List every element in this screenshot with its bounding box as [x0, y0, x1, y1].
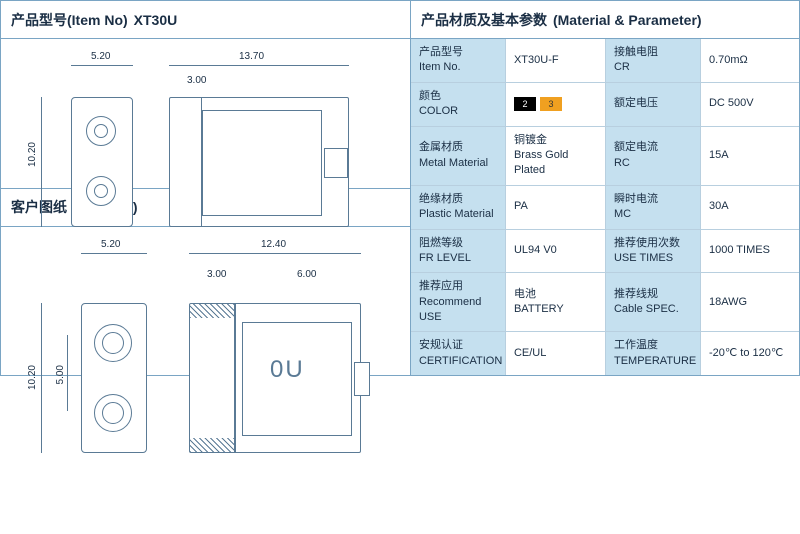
datasheet-container: 产品型号(Item No) XT30U 5.20 13.70 3.00 10.2… [0, 0, 800, 376]
param-label: 额定电流RC [606, 127, 701, 185]
material-header: 产品材质及基本参数 (Material & Parameter) [411, 1, 799, 39]
front-view-2 [81, 303, 147, 453]
param-row: 绝缘材质Plastic MaterialPA瞬时电流MC30A [411, 186, 799, 230]
dim-d2-v2: 5.00 [55, 365, 66, 384]
dim-d1-2: 13.70 [239, 51, 264, 62]
param-label: 金属材质Metal Material [411, 127, 506, 185]
material-header-en: (Material & Parameter) [553, 12, 702, 28]
right-column: 产品材质及基本参数 (Material & Parameter) 产品型号Ite… [410, 1, 799, 375]
param-value: 0.70mΩ [701, 39, 796, 82]
param-value: CE/UL [506, 332, 606, 375]
param-label: 接触电阻CR [606, 39, 701, 82]
color-swatches: 23 [514, 97, 597, 111]
material-header-cn: 产品材质及基本参数 [421, 10, 547, 30]
param-row: 安规认证CERTIFICATIONCE/UL工作温度TEMPERATURE-20… [411, 332, 799, 375]
dim-d1-1: 5.20 [91, 51, 110, 62]
side-view-2: 0U [189, 303, 361, 453]
param-value: 23 [506, 83, 606, 126]
param-label: 绝缘材质Plastic Material [411, 186, 506, 229]
dim-d2-3: 3.00 [207, 269, 226, 280]
param-value: -20℃ to 120℃ [701, 332, 796, 375]
param-row: 金属材质Metal Material铜镀金Brass Gold Plated额定… [411, 127, 799, 186]
item-no-header-label: 产品型号(Item No) [11, 10, 128, 30]
param-label: 安规认证CERTIFICATION [411, 332, 506, 375]
param-value: 15A [701, 127, 796, 185]
param-label: 推荐使用次数USE TIMES [606, 230, 701, 273]
side-view-1 [169, 97, 349, 227]
param-label: 推荐应用Recommend USE [411, 273, 506, 331]
param-label: 产品型号Item No. [411, 39, 506, 82]
param-value: XT30U-F [506, 39, 606, 82]
dim-d2-2: 12.40 [261, 239, 286, 250]
left-column: 产品型号(Item No) XT30U 5.20 13.70 3.00 10.2… [1, 1, 410, 375]
param-value: UL94 V0 [506, 230, 606, 273]
drawing-2-area: 5.20 12.40 3.00 6.00 10.20 5.00 [1, 227, 410, 376]
param-value: 18AWG [701, 273, 796, 331]
param-value: 铜镀金Brass Gold Plated [506, 127, 606, 185]
dim-d2-1: 5.20 [101, 239, 120, 250]
param-label: 额定电压 [606, 83, 701, 126]
dim-d2-4: 6.00 [297, 269, 316, 280]
drawing-1: 5.20 13.70 3.00 10.20 [9, 47, 402, 180]
param-table: 产品型号Item No.XT30U-F接触电阻CR0.70mΩ颜色COLOR23… [411, 39, 799, 375]
color-swatch: 2 [514, 97, 536, 111]
param-value: PA [506, 186, 606, 229]
item-no-header: 产品型号(Item No) XT30U [1, 1, 410, 39]
param-label: 阻燃等级FR LEVEL [411, 230, 506, 273]
drawing-header-cn: 客户图纸 [11, 197, 67, 217]
param-label: 瞬时电流MC [606, 186, 701, 229]
param-label: 颜色COLOR [411, 83, 506, 126]
drawing-1-area: 5.20 13.70 3.00 10.20 [1, 39, 410, 189]
param-row: 颜色COLOR 23 额定电压DC 500V [411, 83, 799, 127]
param-label: 工作温度TEMPERATURE [606, 332, 701, 375]
dim-d1-v: 10.20 [27, 142, 38, 167]
param-value: DC 500V [701, 83, 796, 126]
item-no-value: XT30U [134, 12, 178, 28]
front-view-1 [71, 97, 133, 227]
dim-d2-v1: 10.20 [27, 365, 38, 390]
param-row: 产品型号Item No.XT30U-F接触电阻CR0.70mΩ [411, 39, 799, 83]
color-swatch: 3 [540, 97, 562, 111]
param-row: 推荐应用Recommend USE电池BATTERY推荐线规Cable SPEC… [411, 273, 799, 332]
param-value: 30A [701, 186, 796, 229]
drawing-2: 5.20 12.40 3.00 6.00 10.20 5.00 [9, 235, 402, 368]
param-row: 阻燃等级FR LEVELUL94 V0推荐使用次数USE TIMES1000 T… [411, 230, 799, 274]
param-value: 1000 TIMES [701, 230, 796, 273]
dim-d1-3: 3.00 [187, 75, 206, 86]
param-label: 推荐线规Cable SPEC. [606, 273, 701, 331]
param-value: 电池BATTERY [506, 273, 606, 331]
